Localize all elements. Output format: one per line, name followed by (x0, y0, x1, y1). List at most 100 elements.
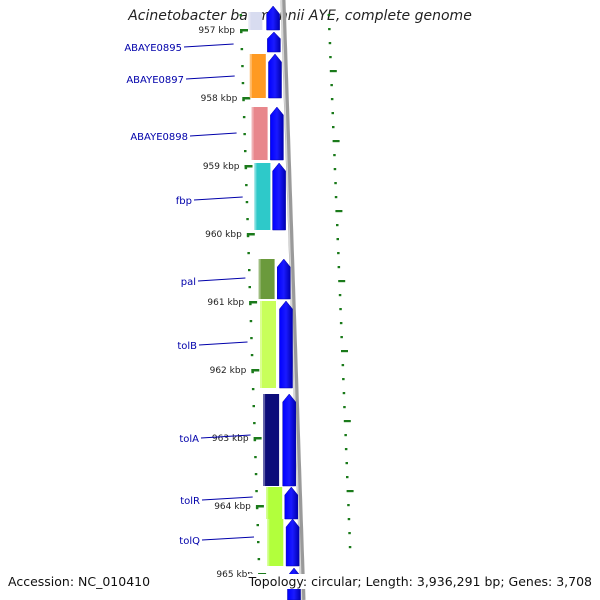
outer-scale-tick (344, 434, 347, 437)
outer-scale-tick (337, 266, 341, 269)
outer-scale-tick (330, 84, 333, 87)
gene-block-tolB (260, 301, 276, 388)
outer-scale-tick (335, 210, 343, 213)
label-leader-line (201, 496, 253, 501)
outer-scale-tick (340, 336, 343, 339)
gene-block-shine (258, 259, 261, 299)
inner-scale-tick (249, 320, 253, 323)
major-tick (249, 301, 258, 304)
kbp-label: 964 kbp (214, 502, 251, 512)
outer-scale-tick (348, 546, 352, 549)
outer-scale-tick (330, 98, 334, 101)
gene-label-ABAYE0895: ABAYE0895 (124, 43, 182, 54)
inner-scale-tick (254, 456, 257, 459)
gene-label-ABAYE0898: ABAYE0898 (130, 132, 188, 143)
inner-scale-tick (243, 133, 246, 136)
outer-scale-tick (333, 168, 337, 171)
label-leader-line (198, 341, 248, 346)
major-tick (255, 505, 264, 508)
gene-label-pal: pal (181, 277, 196, 288)
gene-block-shine (266, 487, 269, 519)
inner-scale-tick (252, 405, 255, 408)
gene-block-tolQ (267, 519, 284, 566)
inner-scale-tick (246, 235, 250, 238)
gene-label-fbp: fbp (176, 196, 192, 207)
forward-gene-arrow (272, 162, 286, 231)
inner-scale-tick (239, 14, 242, 17)
kbp-label: 959 kbp (203, 162, 240, 172)
gene-block-pal (258, 259, 275, 299)
kbp-label: 961 kbp (207, 298, 244, 308)
inner-scale-tick (250, 354, 254, 357)
outer-scale-tick (339, 322, 343, 325)
inner-scale-tick (257, 558, 261, 561)
forward-gene-arrow (285, 518, 300, 567)
map-title: Acinetobacter baumannii AYE, complete ge… (128, 8, 472, 24)
gene-label-tolR: tolR (180, 496, 200, 507)
backbone-track (280, 0, 306, 600)
outer-scale-tick (347, 518, 351, 521)
inner-scale-tick (242, 116, 246, 119)
forward-gene-arrow (267, 31, 281, 53)
major-tick (251, 369, 260, 372)
inner-scale-tick (248, 286, 251, 289)
gene-block-shine (248, 12, 251, 30)
major-tick (242, 97, 251, 100)
kbp-label: 960 kbp (205, 230, 242, 240)
outer-scale-tick (334, 182, 337, 185)
label-leader-line (183, 43, 234, 48)
backbone-highlight (280, 0, 303, 600)
inner-scale-tick (242, 99, 245, 102)
outer-scale-tick (345, 462, 348, 465)
inner-scale-tick (255, 490, 258, 493)
outer-scale-tick (338, 294, 342, 297)
outer-scale-tick (347, 504, 350, 507)
outer-scale-tick (328, 42, 332, 45)
label-leader-line (200, 434, 251, 439)
inner-scale-tick (250, 337, 253, 340)
inner-scale-tick (257, 541, 260, 544)
label-leader-line (201, 536, 255, 541)
outer-scale-tick (344, 448, 348, 451)
outer-scale-tick (328, 28, 331, 31)
gene-block-shine (263, 394, 266, 486)
inner-scale-tick (251, 388, 255, 391)
gene-block-shine (249, 54, 252, 98)
genome-info-text: Topology: circular; Length: 3,936,291 bp… (246, 574, 592, 589)
gene-block-shine (251, 107, 254, 160)
major-tick (253, 437, 262, 440)
label-leader-line (189, 132, 237, 137)
inner-scale-tick (255, 507, 259, 510)
kbp-label: 962 kbp (210, 366, 247, 376)
label-leader-line (197, 277, 246, 282)
inner-scale-tick (249, 303, 252, 306)
outer-scale-tick (336, 238, 339, 241)
inner-scale-tick (241, 65, 244, 68)
inner-scale-tick (253, 439, 257, 442)
kbp-label: 965 kbp (216, 570, 253, 580)
label-leader-line (193, 196, 243, 201)
inner-scale-tick (251, 371, 254, 374)
kbp-label: 957 kbp (198, 26, 235, 36)
gene-block-shine (254, 163, 257, 230)
gene-block-tolR (266, 487, 283, 519)
inner-scale-tick (248, 269, 251, 272)
outer-scale-tick (327, 14, 331, 17)
inner-scale-tick (240, 31, 243, 34)
forward-gene-arrow (277, 258, 291, 300)
outer-scale-tick (336, 224, 339, 227)
outer-scale-tick (339, 308, 342, 311)
outer-scale-tick (342, 392, 346, 395)
outer-scale-tick (346, 490, 354, 493)
forward-gene-arrow (270, 106, 284, 161)
inner-scale-tick (246, 218, 249, 221)
inner-scale-tick (254, 473, 258, 476)
inner-scale-tick (245, 201, 249, 204)
gene-label-ABAYE0897: ABAYE0897 (126, 75, 184, 86)
inner-scale-tick (244, 167, 248, 170)
outer-scale-tick (332, 126, 335, 129)
inner-scale-tick (253, 422, 256, 425)
gene-label-tolQ: tolQ (179, 536, 200, 547)
gene-label-tolB: tolB (177, 341, 197, 352)
kbp-label: 963 kbp (212, 434, 249, 444)
